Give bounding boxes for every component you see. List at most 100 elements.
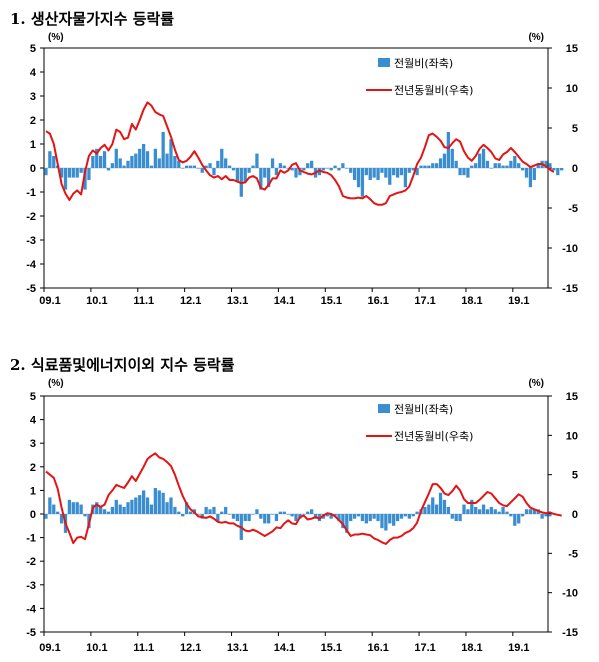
y-left-unit: (%) [48,32,64,43]
bar-mom [520,514,525,517]
bar-mom [415,511,419,514]
bar-mom [63,168,68,190]
bar-mom [134,153,138,168]
bar-mom [548,163,552,168]
y-left-tick-label: 4 [30,415,37,427]
bar-mom [403,514,408,517]
bar-mom [399,514,404,519]
bar-mom [149,504,154,514]
bar-mom [59,168,64,178]
legend-bar-swatch [378,58,390,67]
bar-mom [263,514,267,524]
y-left-tick-label: 5 [30,391,36,403]
bar-mom [548,514,552,517]
y-left-tick-label: -4 [26,259,37,271]
bar-mom [356,514,361,517]
bar-mom [83,168,87,190]
y-left-tick-label: -2 [26,556,36,568]
bar-mom [520,168,525,171]
bar-mom [380,514,384,529]
bar-mom [270,514,275,515]
bar-mom [196,514,200,515]
bar-mom [106,168,111,171]
bar-mom [259,514,263,519]
bar-mom [52,156,56,168]
legend-line-label: 전년동월비(우축) [394,84,473,97]
bar-mom [497,163,501,168]
bar-mom [427,165,431,168]
bar-mom [48,151,52,168]
bar-mom [231,514,236,519]
bar-mom [528,509,533,514]
bar-mom [235,514,240,522]
bar-mom [364,168,368,176]
bar-mom [470,499,474,514]
bar-mom [192,165,197,168]
chart-1-title: 1. 생산자물가지수 등락률 [10,10,175,28]
bar-mom [392,168,396,176]
y-left-tick-label: 3 [30,438,36,450]
y-right-unit: (%) [528,32,544,43]
bar-mom [524,168,529,178]
bar-mom [435,163,439,168]
x-tick-label: 16.1 [367,642,388,654]
bar-mom [145,497,150,514]
bar-mom [466,168,470,178]
bar-mom [196,168,200,169]
bar-mom [505,165,509,168]
bar-mom [497,511,501,514]
bar-mom [118,158,122,168]
bar-mom [208,509,212,514]
bar-mom [368,168,372,180]
x-tick-label: 15.1 [321,642,342,654]
bar-mom [466,509,470,514]
bar-mom [181,514,185,517]
bar-mom [454,514,458,522]
bar-mom [134,497,138,514]
legend-bar-label: 전월비(좌축) [394,403,453,416]
bar-mom [99,156,103,168]
bar-mom [95,148,99,168]
bar-mom [165,502,169,514]
bar-mom [438,492,443,514]
bar-mom [372,168,376,178]
bar-mom [454,160,458,168]
bar-mom [306,511,310,514]
bar-mom [431,497,435,514]
bar-mom [364,514,368,524]
bar-mom [110,163,115,168]
x-tick-label: 13.1 [227,642,248,654]
bar-mom [388,168,392,185]
bar-mom [309,509,314,514]
x-tick-label: 17.1 [414,295,435,307]
bar-mom [204,506,208,514]
bar-mom [114,499,118,514]
chart-2-title: 2. 식료품및에너지이외 지수 등락률 [10,356,235,374]
bar-mom [267,514,271,524]
bar-mom [243,514,247,522]
y-left-tick-label: 1 [30,485,36,497]
bar-mom [67,168,72,178]
bar-mom [450,514,454,519]
bar-mom [536,163,540,168]
x-tick-label: 19.1 [508,642,529,654]
bar-mom [329,514,333,519]
bar-mom [118,504,122,514]
bar-mom [278,511,283,514]
y-right-tick-label: 0 [572,163,578,175]
bar-mom [212,168,216,176]
y-right-tick-label: -10 [562,588,578,600]
y-left-tick-label: -4 [26,603,37,615]
bar-mom [329,168,333,171]
bar-mom [243,168,247,183]
bar-mom [446,132,451,168]
bar-mom [388,514,392,524]
y-right-tick-label: 15 [566,43,578,55]
bar-mom [286,168,290,169]
bar-mom [208,163,212,168]
bar-mom [149,165,154,168]
bar-mom [110,506,115,514]
bar-mom [274,514,279,522]
bar-mom [173,506,177,514]
